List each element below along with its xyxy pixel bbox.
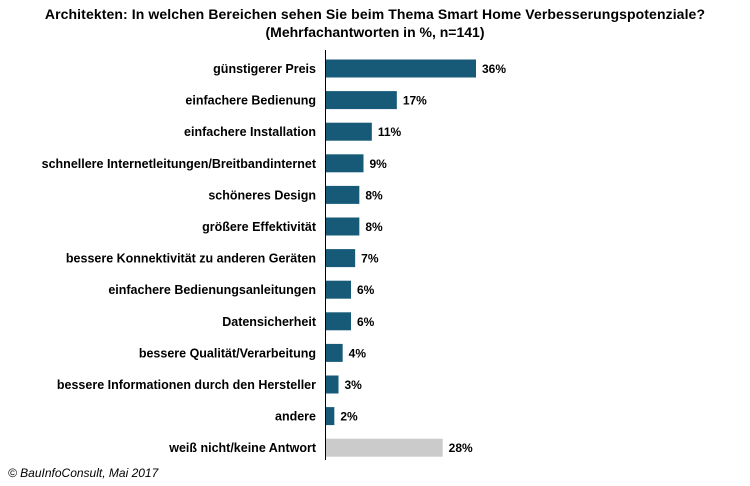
source-note: © BauInfoConsult, Mai 2017 bbox=[8, 466, 159, 480]
value-label: 7% bbox=[361, 252, 379, 266]
value-label: 2% bbox=[340, 410, 358, 424]
bar bbox=[326, 59, 476, 78]
value-label: 11% bbox=[378, 125, 402, 139]
value-label: 8% bbox=[365, 220, 383, 234]
bar bbox=[326, 438, 443, 457]
category-label: einfachere Installation bbox=[184, 125, 316, 139]
bar bbox=[326, 154, 364, 173]
bar bbox=[326, 343, 343, 362]
category-label: Datensicherheit bbox=[222, 315, 317, 329]
bar bbox=[326, 407, 335, 426]
category-label: bessere Qualität/Verarbeitung bbox=[139, 346, 316, 360]
category-label: andere bbox=[275, 410, 316, 424]
chart-title: Architekten: In welchen Bereichen sehen … bbox=[44, 6, 706, 22]
category-label: einfachere Bedienungsanleitungen bbox=[108, 283, 316, 297]
bar bbox=[326, 185, 360, 204]
value-label: 9% bbox=[370, 157, 388, 171]
category-label: größere Effektivität bbox=[202, 220, 317, 234]
bars-layer: günstigerer Preis 36% einfachere Bedienung… bbox=[42, 59, 506, 457]
bar bbox=[326, 217, 360, 236]
value-label: 6% bbox=[357, 283, 375, 297]
value-label: 4% bbox=[349, 346, 367, 360]
chart-subtitle: (Mehrfachantworten in %, n=141) bbox=[265, 24, 485, 40]
bar bbox=[326, 122, 372, 141]
category-label: einfachere Bedienung bbox=[185, 94, 316, 108]
bar bbox=[326, 312, 351, 331]
category-label: bessere Konnektivität zu anderen Geräten bbox=[66, 252, 316, 266]
bar bbox=[326, 375, 339, 394]
value-label: 8% bbox=[365, 188, 383, 202]
value-label: 17% bbox=[403, 94, 427, 108]
category-label: schnellere Internetleitungen/Breitbandin… bbox=[42, 157, 317, 171]
bar bbox=[326, 249, 356, 268]
bar bbox=[326, 91, 397, 110]
value-label: 3% bbox=[345, 378, 363, 392]
category-label: weiß nicht/keine Antwort bbox=[168, 441, 317, 455]
bar bbox=[326, 280, 351, 299]
category-label: schöneres Design bbox=[208, 188, 316, 202]
category-label: bessere Informationen durch den Herstell… bbox=[57, 378, 316, 392]
category-label: günstigerer Preis bbox=[213, 62, 316, 76]
bar-chart: günstigerer Preis 36% einfachere Bedienung… bbox=[42, 50, 506, 460]
value-label: 6% bbox=[357, 315, 375, 329]
value-label: 28% bbox=[449, 441, 473, 455]
value-label: 36% bbox=[482, 62, 506, 76]
